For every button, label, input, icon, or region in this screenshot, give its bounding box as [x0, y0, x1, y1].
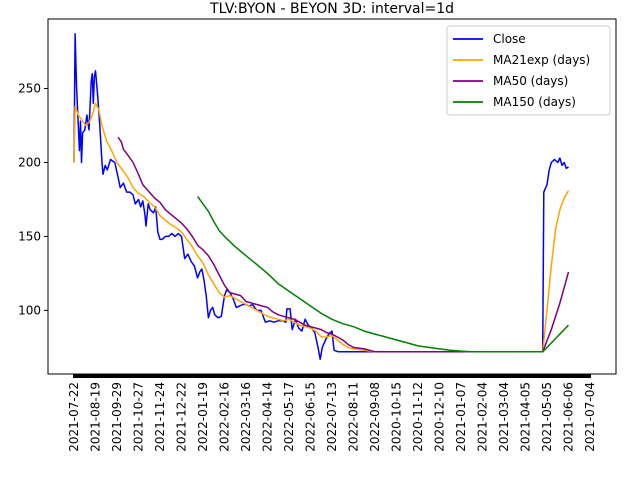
- x-tick-label: 2021-12-22: [175, 382, 189, 452]
- x-tick-label: 2022-04-14: [261, 382, 275, 452]
- chart-title: TLV:BYON - BEYON 3D: interval=1d: [209, 1, 454, 17]
- series-line-3: [196, 196, 570, 353]
- y-tick-label: 100: [18, 303, 41, 317]
- legend: Close MA21exp (days) MA50 (days) MA150 (day…: [446, 25, 611, 116]
- x-tick-label: 2022-06-15: [304, 382, 318, 452]
- x-tick-label: 2021-11-24: [153, 382, 167, 452]
- x-axis: 2021-07-22 2021-08-19 2021-09-29 2021-10-27…: [67, 374, 597, 452]
- y-tick-label: 250: [18, 82, 41, 96]
- x-tick-label: 2022-09-08: [368, 382, 382, 452]
- x-tick-label: 2020-10-15: [390, 382, 404, 452]
- x-tick-label: 2021-09-29: [110, 382, 124, 452]
- x-tick-label: 2021-05-05: [540, 382, 554, 452]
- x-tick-label: 2021-06-06: [562, 382, 576, 452]
- legend-label: MA50 (days): [493, 74, 568, 88]
- series-line-2: [117, 136, 570, 353]
- x-tick-label: 2021-01-07: [454, 382, 468, 452]
- legend-label: MA150 (days): [493, 95, 576, 109]
- x-tick-label: 2020-11-12: [411, 382, 425, 452]
- x-tick-label: 2021-08-19: [89, 382, 103, 452]
- x-tick-label: 2021-02-04: [476, 382, 490, 452]
- legend-box: [446, 25, 611, 116]
- x-tick-label: 2021-03-04: [497, 382, 511, 452]
- x-tick-label: 2022-08-11: [347, 382, 361, 452]
- x-tick-label: 2021-04-05: [519, 382, 533, 452]
- x-tick-label: 2021-07-04: [583, 382, 597, 452]
- x-tick-label: 2021-10-27: [132, 382, 146, 452]
- series-layer: [73, 33, 570, 360]
- y-axis: 100 150 200 250: [18, 82, 48, 317]
- legend-label: MA21exp (days): [493, 53, 590, 67]
- x-tick-label: 2022-07-13: [325, 382, 339, 452]
- x-tick-label: 2021-07-22: [67, 382, 81, 452]
- x-tick-label: 2022-03-16: [239, 382, 253, 452]
- x-tick-label: 2020-12-10: [433, 382, 447, 452]
- legend-label: Close: [493, 32, 526, 46]
- x-tick-label: 2022-02-16: [218, 382, 232, 452]
- y-tick-label: 200: [18, 155, 41, 169]
- x-tick-label: 2022-05-17: [282, 382, 296, 452]
- y-tick-label: 150: [18, 229, 41, 243]
- x-tick-label: 2022-01-19: [196, 382, 210, 452]
- series-line-0: [73, 33, 569, 360]
